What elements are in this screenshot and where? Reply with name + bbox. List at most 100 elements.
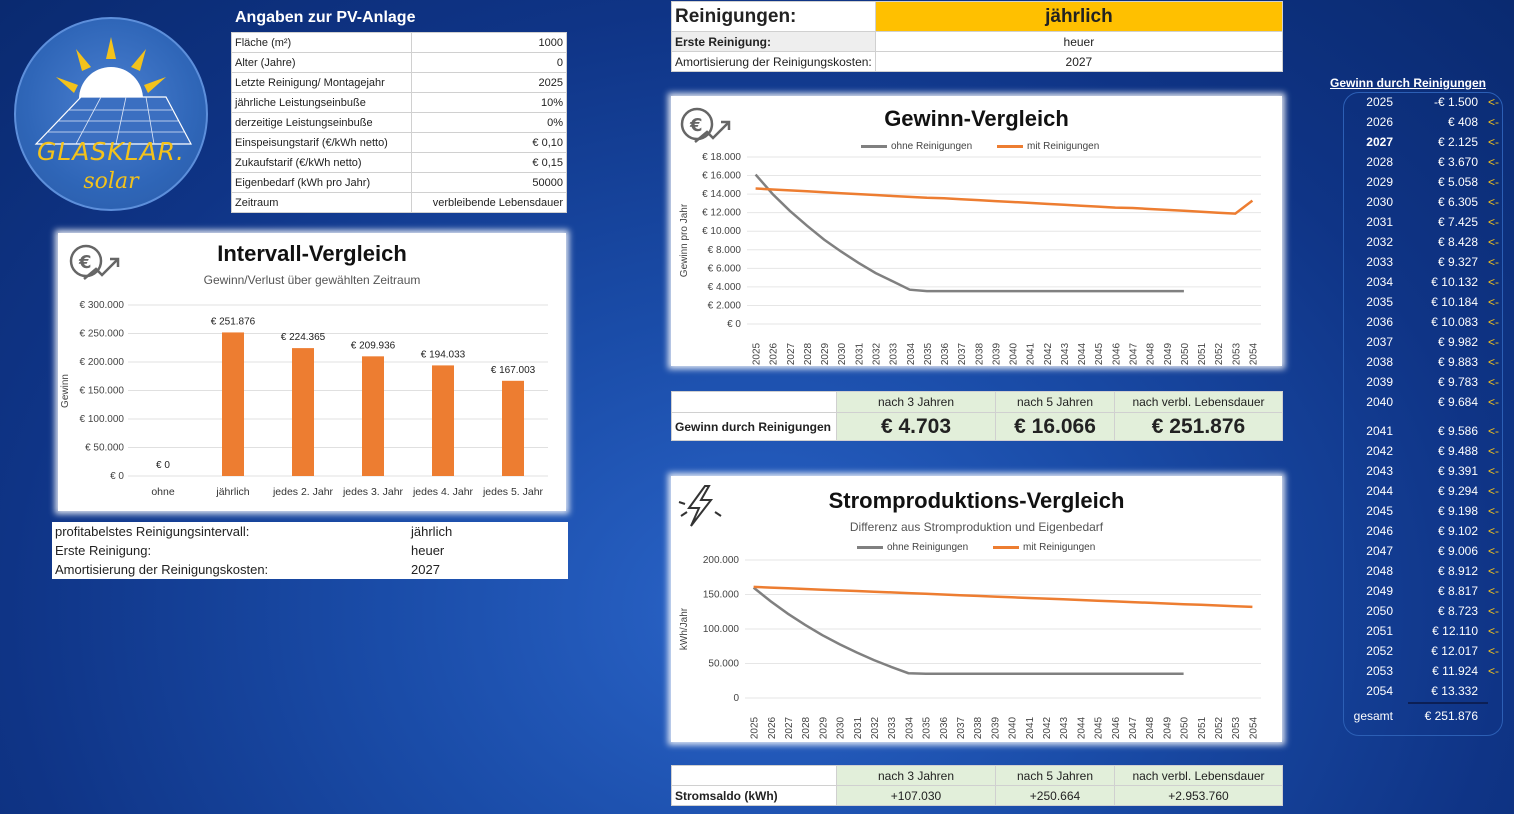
y-tick-label: € 6.000 [708,263,742,274]
yearly-gain-row: 2048 € 8.912 <- [1348,561,1508,581]
x-tick-label: 2037 [957,342,968,365]
cleaning-settings-table: Reinigungen: jährlich Erste Reinigung: h… [671,1,1284,72]
x-tick-label: 2027 [786,342,797,365]
yearly-gain-row: 2034 € 10.132 <- [1348,272,1508,292]
power-value-life: +2.953.760 [1114,785,1283,806]
x-tick-label: 2046 [1111,716,1122,739]
arrow-left-icon: <- [1488,395,1500,409]
pv-row: Letzte Reinigung/ Montagejahr 2025 [230,72,567,93]
yearly-gain-row: 2027 € 2.125 <- [1348,132,1508,152]
gain-value: € 6.305 [1437,195,1478,209]
category-label: jedes 3. Jahr [342,486,404,498]
power-value-5y: +250.664 [995,785,1115,806]
arrow-left-icon: <- [1488,255,1500,269]
gewinn-line-chart: € 0 € 2.000 € 4.000 € 6.000 € 8.000 € 10.000 €… [679,152,1261,365]
series-line-mit [755,187,1254,215]
pv-row: derzeitige Leistungseinbuße 0% [230,112,567,133]
y-tick-label: € 16.000 [702,171,741,182]
x-tick-label: 2035 [923,342,934,365]
data-label: € 251.876 [211,316,256,327]
pv-row-value[interactable]: € 0,10 [411,132,567,153]
x-tick-label: 2028 [801,716,812,739]
x-tick-label: 2047 [1128,716,1139,739]
yearly-gain-row: 2045 € 9.198 <- [1348,501,1508,521]
legend-mit-label: mit Reinigungen [1023,542,1096,553]
category-label: jedes 4. Jahr [412,486,474,498]
year-label: 2029 [1366,175,1393,189]
x-tick-label: 2040 [1008,716,1019,739]
yearly-gain-row: 2042 € 9.488 <- [1348,441,1508,461]
pv-row-value[interactable]: € 0,15 [411,152,567,173]
y-tick-label: 150.000 [703,590,740,601]
x-tick-label: 2036 [940,342,951,365]
arrow-left-icon: <- [1488,564,1500,578]
year-label: 2042 [1366,444,1393,458]
legend-mit-swatch [993,545,1019,549]
strom-chart-subtitle: Differenz aus Stromproduktion und Eigenb… [849,520,1104,534]
legend-mit-swatch [997,144,1023,148]
total-label: gesamt [1353,709,1393,723]
pv-row-value[interactable]: 0% [411,112,567,133]
x-tick-label: 2027 [784,716,795,739]
summary-row: Amortisierung der Reinigungskosten: 2027 [52,560,568,579]
power-value-3y: +107.030 [836,785,996,806]
year-label: 2051 [1366,624,1393,638]
year-label: 2053 [1366,664,1393,678]
arrow-left-icon: <- [1488,175,1500,189]
category-label: jedes 5. Jahr [482,486,544,498]
bar [222,332,244,476]
yearly-gain-row: 2052 € 12.017 <- [1348,641,1508,661]
year-label: 2049 [1366,584,1393,598]
x-tick-label: 2046 [1111,342,1122,365]
category-label: jährlich [215,486,249,498]
yearly-gain-row: 2050 € 8.723 <- [1348,601,1508,621]
pv-row-value[interactable]: 50000 [411,172,567,193]
y-tick-label: € 8.000 [708,245,742,256]
x-tick-label: 2031 [853,716,864,739]
amortization-value: 2027 [874,51,1284,72]
x-tick-label: 2045 [1094,342,1105,365]
category-label: ohne [151,486,175,498]
gain-value: € 9.294 [1437,484,1478,498]
intervall-chart-title: Intervall-Vergleich [217,241,407,266]
gain-value: € 5.058 [1437,175,1478,189]
year-label: 2035 [1366,295,1393,309]
x-tick-label: 2029 [818,716,829,739]
strom-chart-card: Stromproduktions-Vergleich Differenz aus… [671,476,1282,742]
gain-value-5y: € 16.066 [995,412,1115,441]
yearly-gain-row: 2026 € 408 <- [1348,112,1508,132]
first-cleaning-label: Erste Reinigung: [671,31,876,52]
legend-mit: mit Reinigungen [997,141,1099,152]
x-tick-label: 2025 [752,342,763,365]
x-tick-label: 2048 [1146,342,1157,365]
yearly-gain-row: 2029 € 5.058 <- [1348,172,1508,192]
data-label: € 224.365 [281,332,326,343]
pv-section-title: Angaben zur PV-Anlage [235,9,416,26]
yearly-gain-row: 2043 € 9.391 <- [1348,461,1508,481]
pv-row-value[interactable]: 1000 [411,32,567,53]
arrow-left-icon: <- [1488,584,1500,598]
x-tick-label: 2054 [1248,342,1259,365]
x-tick-label: 2050 [1180,716,1191,739]
logo-text-glasklar: GLASKLAR. [36,137,185,166]
x-tick-label: 2049 [1162,716,1173,739]
arrow-left-icon: <- [1488,604,1500,618]
category-label: jedes 2. Jahr [272,486,334,498]
cleaning-interval-select[interactable]: jährlich [874,1,1284,32]
x-tick-label: 2049 [1163,342,1174,365]
pv-row-value[interactable]: 10% [411,92,567,113]
y-axis-label: Gewinn pro Jahr [679,203,690,277]
pv-row-value[interactable]: 2025 [411,72,567,93]
pv-row-value[interactable]: verbleibende Lebensdauer [411,192,567,213]
data-label: € 167.003 [491,365,536,376]
x-tick-label: 2029 [820,342,831,365]
year-label: 2031 [1366,215,1393,229]
yearly-gain-total-row: gesamt € 251.876 [1348,706,1508,726]
total-underline [1408,702,1488,704]
data-label: € 0 [156,460,170,471]
pv-row-label: Eigenbedarf (kWh pro Jahr) [230,172,413,193]
arrow-left-icon: <- [1488,664,1500,678]
arrow-left-icon: <- [1488,315,1500,329]
first-cleaning-value[interactable]: heuer [874,31,1284,52]
pv-row-value[interactable]: 0 [411,52,567,73]
